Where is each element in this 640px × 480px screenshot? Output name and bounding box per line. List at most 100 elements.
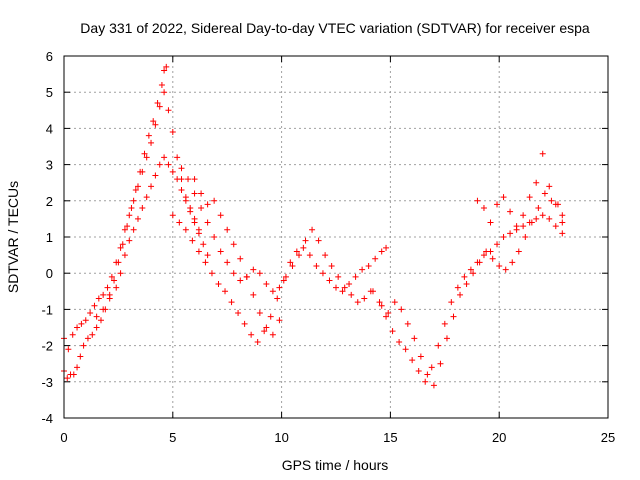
data-point [443,335,450,342]
data-point [93,324,100,331]
data-point [280,277,287,284]
data-point [202,259,209,266]
data-point [435,342,442,349]
data-point [178,165,185,172]
y-tick-label: 0 [46,266,53,281]
data-point [139,205,146,212]
data-point [150,118,157,125]
data-point [230,270,237,277]
data-point [378,248,385,255]
data-point [507,230,514,237]
data-point [546,183,553,190]
data-point [269,331,276,338]
data-point [161,67,168,74]
data-point [108,273,115,280]
data-point [328,262,335,269]
data-point [78,320,85,327]
data-point [89,331,96,338]
data-point [126,212,133,219]
data-point [119,241,126,248]
data-point [520,212,527,219]
data-point [430,382,437,389]
data-point [100,306,107,313]
data-point [143,194,150,201]
data-point [237,277,244,284]
data-point [248,331,255,338]
data-point [535,205,542,212]
y-tick-label: -4 [41,411,53,426]
data-point [539,150,546,157]
data-point [296,252,303,259]
data-point [522,234,529,240]
data-point [306,252,313,259]
x-tick-label: 20 [492,430,506,445]
data-point [263,324,270,331]
data-point [217,212,224,219]
data-point [204,201,211,208]
data-point [263,281,270,288]
data-point [354,299,361,306]
data-point [437,360,444,367]
data-point [121,252,128,259]
plot-frame [63,55,609,419]
x-tick-label: 5 [169,430,176,445]
data-point [77,353,84,360]
data-point [378,302,385,309]
data-point [134,183,141,190]
x-tick-label: 25 [601,430,615,445]
data-point [222,288,229,295]
data-point [235,310,242,317]
data-point [106,295,113,302]
data-point [124,223,131,230]
data-point [533,215,540,222]
data-point [461,273,468,280]
data-point [204,252,211,259]
data-point [130,226,137,233]
data-point [121,226,128,233]
x-tick-label: 15 [383,430,397,445]
grid [64,56,608,418]
data-point [254,338,261,345]
y-tick-label: 4 [46,121,53,136]
data-point [163,63,170,70]
data-point [489,255,496,262]
data-point [169,168,176,175]
data-point [237,255,244,262]
data-point [200,241,207,248]
data-point [389,328,396,335]
y-tick-label: 2 [46,194,53,209]
data-point [480,205,487,212]
y-tick-label: -2 [41,339,53,354]
data-point [69,331,76,338]
data-point [333,284,339,291]
data-point [282,273,289,280]
data-point [126,237,133,244]
data-point [365,262,372,269]
y-axis-label: SDTVAR / TECUs [5,181,21,293]
data-point [141,150,148,157]
data-point [559,212,566,219]
data-point [145,132,152,139]
data-point [104,284,111,291]
y-tick-label: -1 [41,302,53,317]
data-point [148,183,155,190]
data-point [134,215,141,222]
data-point [198,190,205,197]
data-point [341,284,348,291]
data-point [204,219,211,226]
data-point [198,205,205,212]
data-point [189,237,196,244]
data-point [64,375,71,382]
data-point [383,244,390,251]
data-point [274,295,281,302]
data-point [174,176,181,183]
data-point [463,281,470,288]
data-point [409,357,416,364]
data-point [548,197,555,204]
data-point [315,237,322,244]
data-point [100,291,107,298]
data-point [467,266,474,273]
data-point [470,270,477,277]
data-point [176,219,183,226]
data-point [422,378,429,385]
